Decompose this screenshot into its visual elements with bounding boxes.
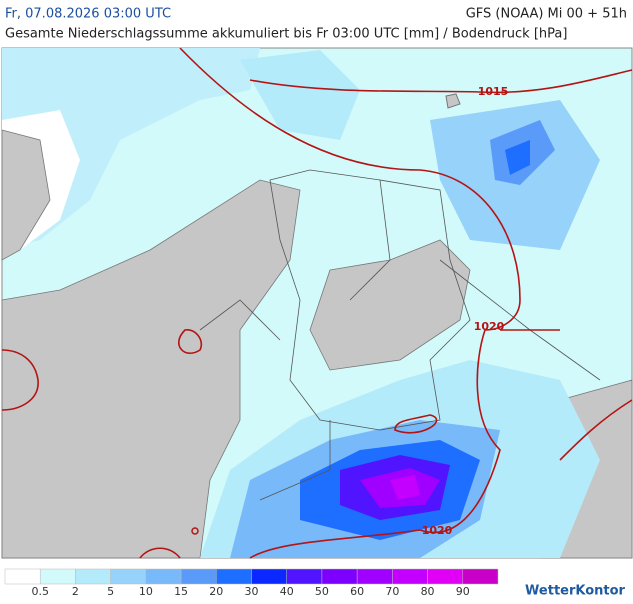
legend-swatch	[39, 568, 76, 585]
isobar-label: 1020	[422, 524, 453, 537]
legend-label: 0.5	[31, 585, 49, 598]
legend-label: 10	[139, 585, 153, 598]
legend-label: 40	[280, 585, 294, 598]
legend-swatch	[145, 568, 182, 585]
legend-label: 5	[107, 585, 114, 598]
legend-swatch	[216, 568, 252, 585]
legend-label: 30	[245, 585, 259, 598]
legend-swatch	[4, 568, 41, 585]
legend-label: 70	[385, 585, 399, 598]
legend-swatch	[75, 568, 111, 585]
model-run: GFS (NOAA) Mi 00 + 51h	[466, 7, 627, 22]
legend: 0.5 2 5 10 15 20 30 40 50 60 70 80 90	[4, 568, 499, 598]
legend-swatch	[462, 568, 499, 585]
valid-time: Fr, 07.08.2026 03:00 UTC	[5, 7, 171, 22]
legend-swatch	[251, 568, 287, 585]
legend-swatch	[321, 568, 358, 585]
isobar-label: 1020	[474, 320, 505, 333]
legend-label: 15	[174, 585, 188, 598]
legend-label: 2	[72, 585, 79, 598]
legend-swatch	[180, 568, 217, 585]
legend-swatch	[110, 568, 147, 585]
legend-swatch	[356, 568, 393, 585]
legend-swatch	[286, 568, 323, 585]
map: 1015 1020 1020	[1, 47, 633, 559]
legend-label: 80	[421, 585, 435, 598]
isobar-label: 1015	[478, 85, 509, 98]
legend-label: 50	[315, 585, 329, 598]
legend-label: 60	[350, 585, 364, 598]
legend-swatch	[392, 568, 428, 585]
brand: WetterKontor	[525, 584, 626, 599]
legend-swatch	[427, 568, 464, 585]
subtitle: Gesamte Niederschlagssumme akkumuliert b…	[5, 27, 567, 42]
legend-label: 90	[456, 585, 470, 598]
legend-label: 20	[209, 585, 223, 598]
